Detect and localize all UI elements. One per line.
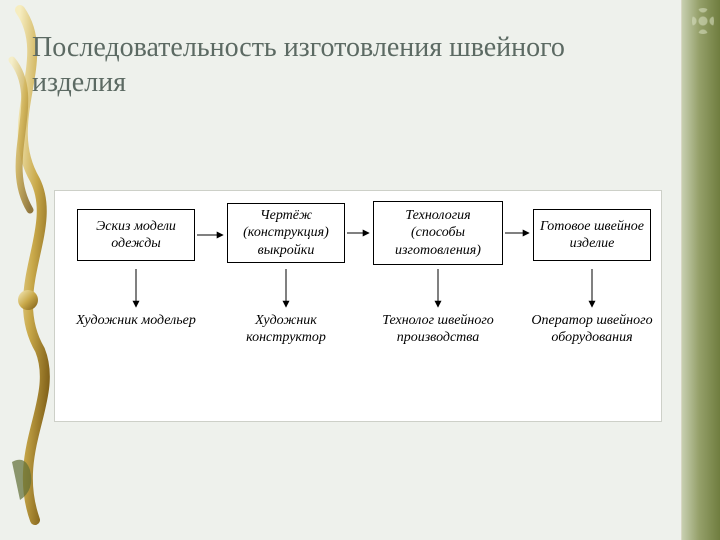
flow-node-n3: Технология (способы изготовления) <box>373 201 503 265</box>
page-title: Последовательность изготовления швейного… <box>32 30 592 100</box>
flow-node-n2: Чертёж (конструкция) выкройки <box>227 203 345 263</box>
flow-node-n4: Готовое швейное изделие <box>533 209 651 261</box>
role-n2: Художник конструктор <box>216 313 356 347</box>
flow-node-n1: Эскиз модели одежды <box>77 209 195 261</box>
role-n4: Оператор швейного оборудования <box>522 313 662 347</box>
right-decorative-band <box>681 0 720 540</box>
role-n1: Художник модельер <box>66 313 206 330</box>
flow-diagram: Эскиз модели одежды Чертёж (конструкция) … <box>54 190 662 422</box>
role-n3: Технолог швейного производства <box>368 313 508 347</box>
